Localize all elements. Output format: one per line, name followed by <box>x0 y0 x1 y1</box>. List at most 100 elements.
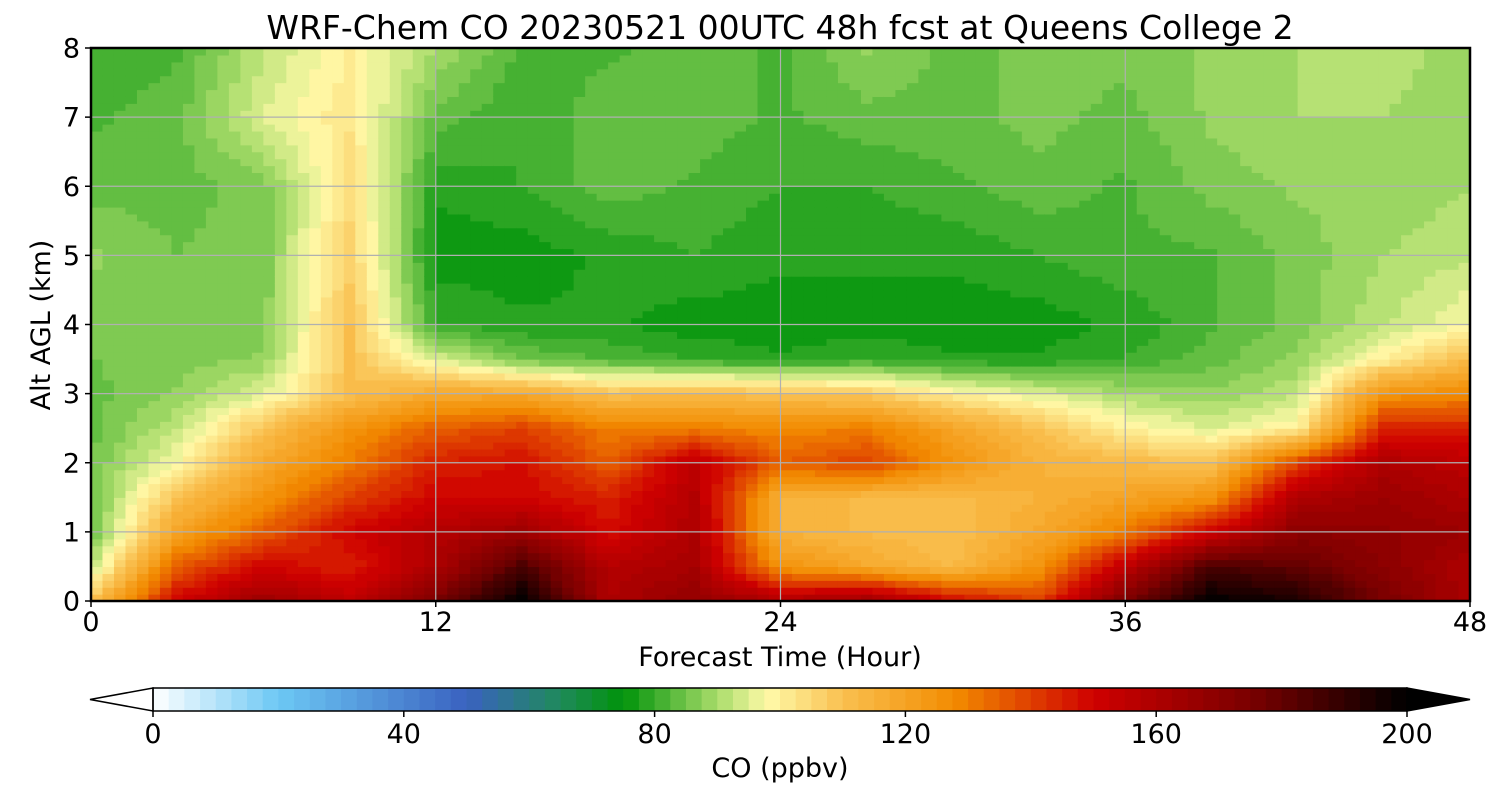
heat-cell <box>562 186 575 194</box>
heat-cell <box>378 359 391 367</box>
heat-cell <box>113 428 127 436</box>
heat-cell <box>320 96 333 104</box>
heat-cell <box>631 262 644 270</box>
heat-cell <box>274 324 287 333</box>
heat-cell <box>711 573 724 581</box>
heat-cell <box>91 331 104 339</box>
heat-cell <box>286 186 299 194</box>
heat-cell <box>481 573 494 581</box>
heat-cell <box>688 75 701 84</box>
heat-cell <box>619 144 632 153</box>
heat-cell <box>516 172 529 180</box>
heat-cell <box>504 531 517 540</box>
heat-cell <box>171 524 184 533</box>
heat-cell <box>493 158 506 167</box>
heat-cell <box>677 172 690 180</box>
heat-cell <box>171 124 184 132</box>
heat-cell <box>654 227 667 236</box>
heat-cell <box>401 524 414 533</box>
heat-cell <box>113 241 127 250</box>
heat-cell <box>366 213 379 222</box>
heat-cell <box>711 165 724 174</box>
heat-cell <box>539 490 552 498</box>
heat-cell <box>585 414 598 422</box>
heat-cell <box>148 262 161 270</box>
heat-cell <box>665 269 678 277</box>
heat-cell <box>562 130 575 139</box>
heat-cell <box>389 68 402 77</box>
heat-cell <box>159 428 173 436</box>
heat-cell <box>803 476 816 485</box>
heat-cell <box>205 469 219 478</box>
heat-cell <box>412 345 425 353</box>
heat-cell <box>332 372 345 381</box>
heat-cell <box>470 435 483 443</box>
heat-cell <box>355 511 368 519</box>
heat-cell <box>125 68 138 77</box>
heat-cell <box>470 352 483 360</box>
heat-cell <box>573 469 586 478</box>
heat-cell <box>182 531 196 540</box>
heat-cell <box>159 386 173 395</box>
heat-cell <box>769 469 782 478</box>
heat-cell <box>91 476 104 485</box>
heat-cell <box>550 310 563 319</box>
heat-cell <box>562 345 575 353</box>
heat-cell <box>527 220 540 229</box>
heat-cell <box>585 442 598 450</box>
heat-cell <box>309 345 322 353</box>
heat-cell <box>527 248 540 256</box>
heat-cell <box>769 75 782 84</box>
heat-cell <box>757 566 770 574</box>
heat-cell <box>102 566 115 574</box>
heat-cell <box>91 200 104 208</box>
heat-cell <box>136 462 150 471</box>
heat-cell <box>389 372 402 381</box>
heat-cell <box>125 442 138 450</box>
heat-cell <box>665 241 678 250</box>
heat-cell <box>585 573 598 581</box>
heat-cell <box>182 379 196 388</box>
heat-cell <box>435 580 448 588</box>
heat-cell <box>791 75 805 84</box>
heat-cell <box>228 117 241 125</box>
heat-cell <box>171 54 184 63</box>
heat-cell <box>711 372 724 381</box>
heat-cell <box>136 331 150 339</box>
heat-cell <box>654 365 667 374</box>
heat-cell <box>562 352 575 360</box>
heat-cell <box>504 283 517 291</box>
heat-cell <box>378 179 391 187</box>
heat-cell <box>113 497 127 505</box>
heat-cell <box>412 89 425 97</box>
heat-cell <box>654 594 667 601</box>
heat-cell <box>780 476 793 485</box>
heat-cell <box>274 317 287 326</box>
heat-cell <box>516 234 529 243</box>
heat-cell <box>332 524 345 533</box>
heat-cell <box>562 359 575 367</box>
heat-cell <box>102 262 115 270</box>
heat-cell <box>757 428 770 436</box>
heat-cell <box>769 276 782 284</box>
heat-cell <box>723 213 736 222</box>
heat-cell <box>608 213 621 222</box>
heat-cell <box>573 206 586 215</box>
heat-cell <box>596 317 609 326</box>
heat-cell <box>550 213 563 222</box>
heat-cell <box>447 359 460 367</box>
heat-cell <box>550 255 563 263</box>
heat-cell <box>401 359 414 367</box>
heat-cell <box>700 206 713 215</box>
heat-cell <box>516 352 529 360</box>
heat-cell <box>320 386 333 395</box>
heat-cell <box>136 89 150 97</box>
heat-cell <box>113 379 127 388</box>
heat-cell <box>205 428 219 436</box>
heat-cell <box>136 352 150 360</box>
heat-cell <box>700 379 713 388</box>
heat-cell <box>458 511 471 519</box>
heat-cell <box>148 172 161 180</box>
heat-cell <box>527 365 540 374</box>
heat-cell <box>596 151 609 160</box>
